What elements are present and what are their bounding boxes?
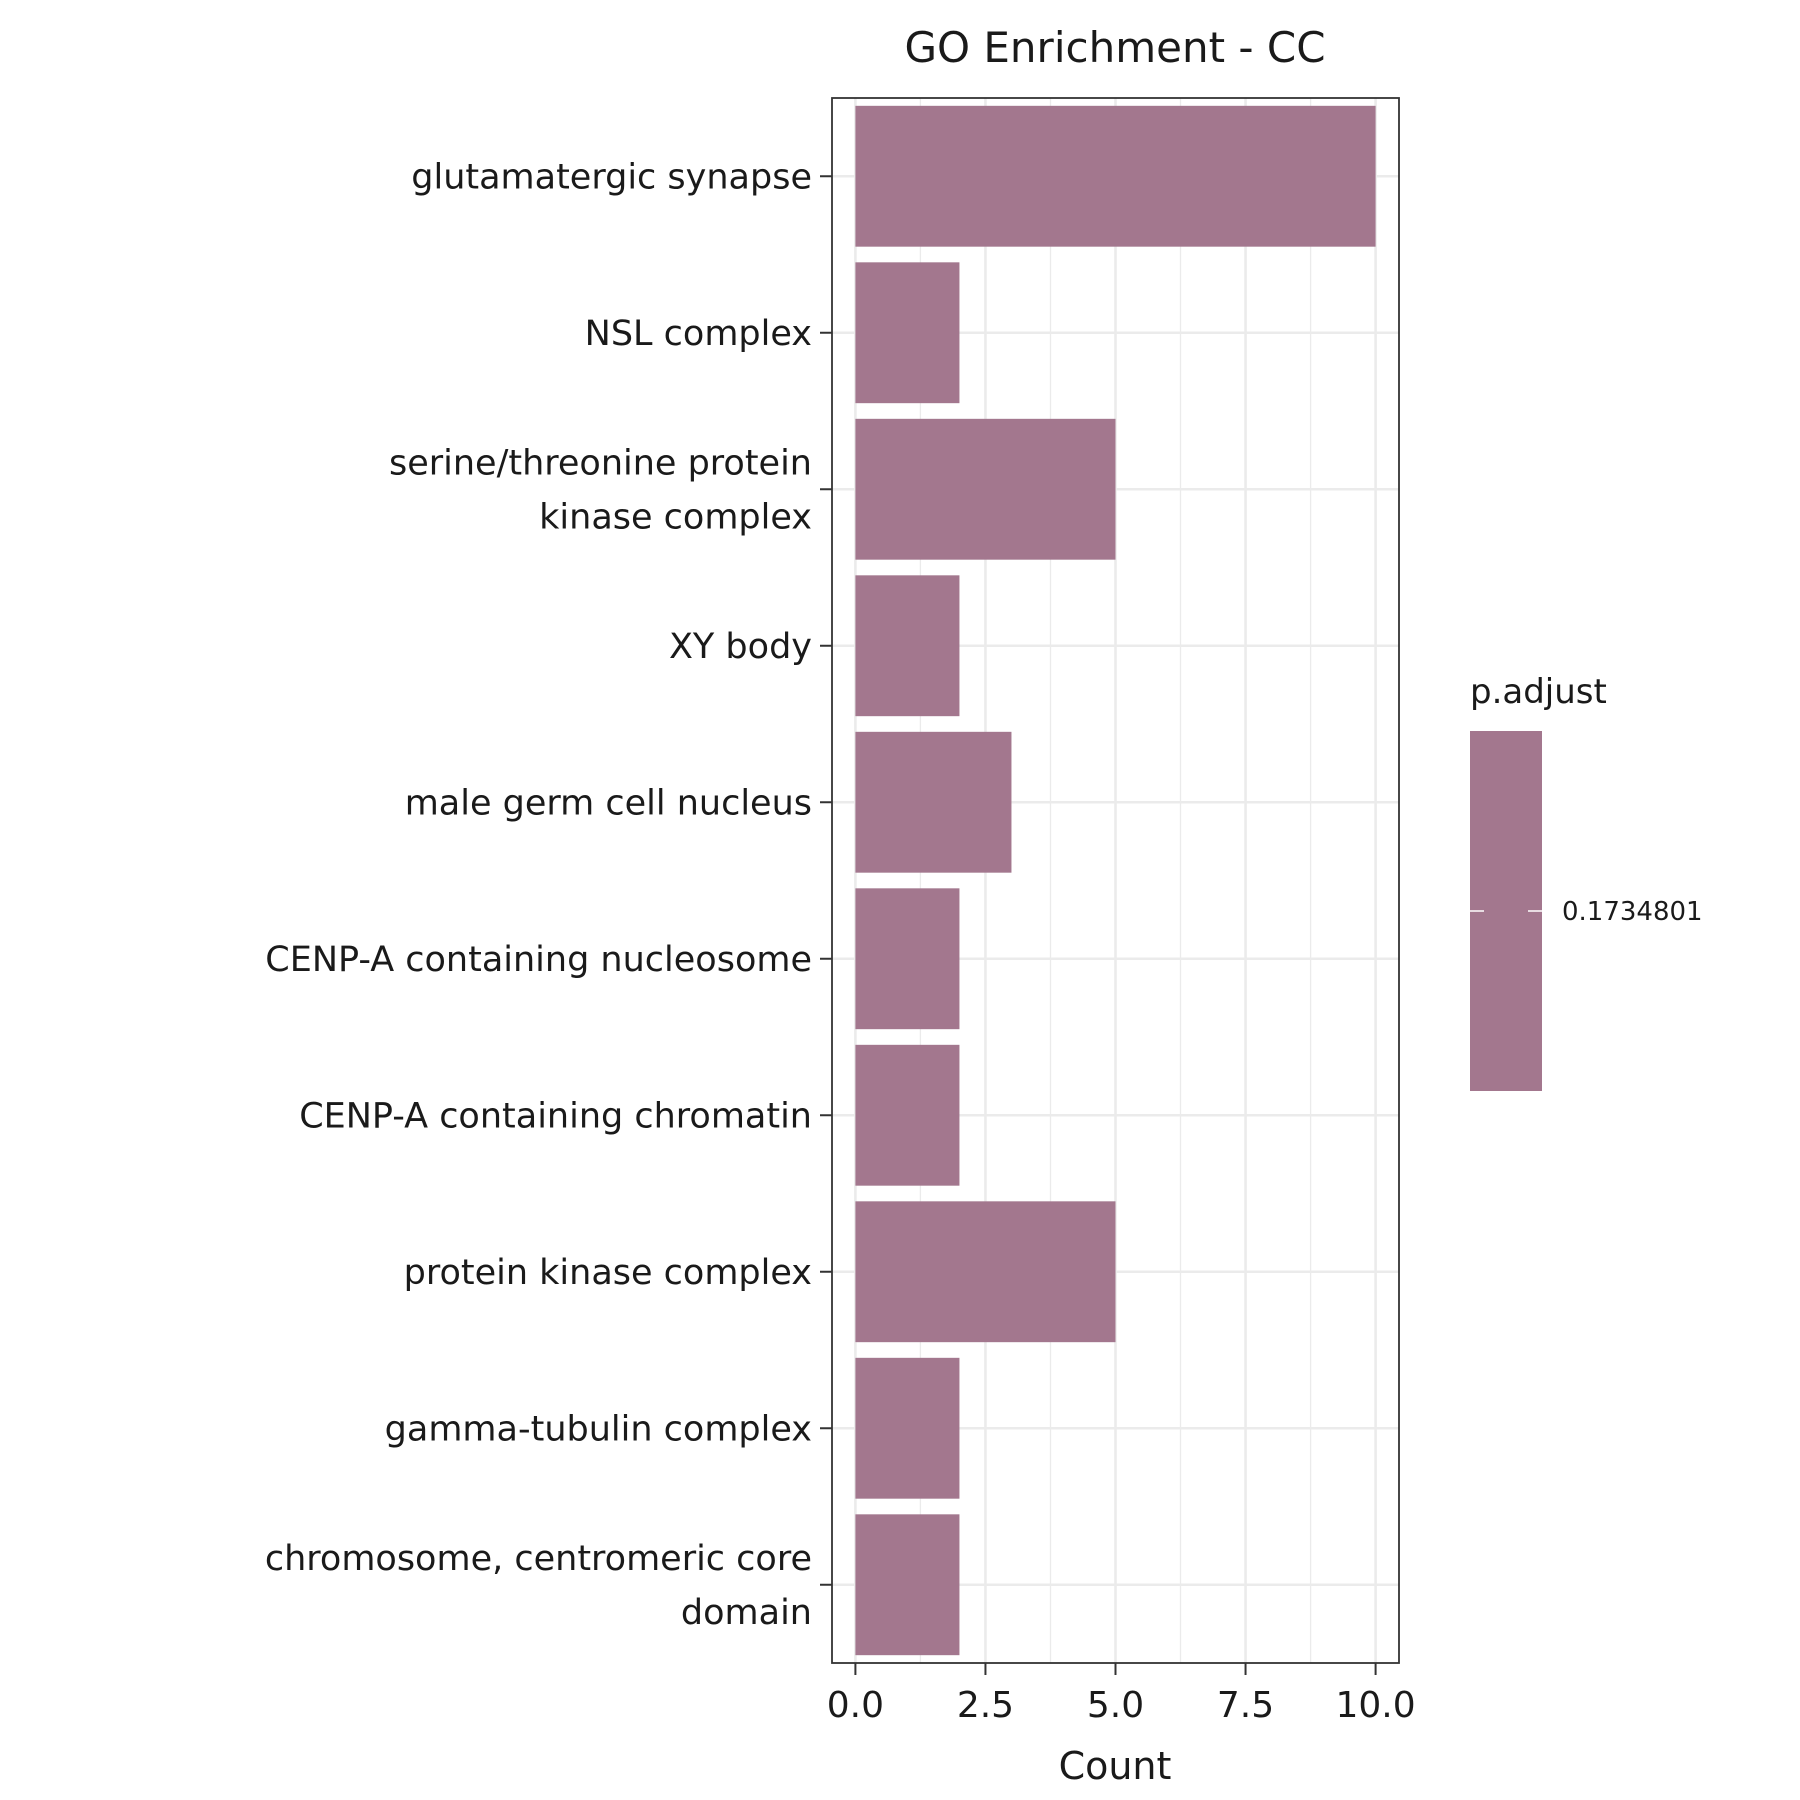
y-category-label: CENP-A containing nucleosome (265, 940, 812, 980)
legend-value-label: 0.1734801 (1562, 897, 1703, 927)
chart-title: GO Enrichment - CC (904, 23, 1325, 72)
y-category-label: XY body (669, 627, 812, 667)
x-tick-label: 2.5 (957, 1685, 1014, 1726)
bar (855, 1514, 960, 1656)
bar (855, 575, 960, 717)
y-category-label: serine/threonine protein (389, 443, 812, 483)
bar (855, 1357, 960, 1499)
y-category-label: glutamatergic synapse (411, 157, 812, 197)
bar (855, 262, 960, 404)
y-category-label: male germ cell nucleus (405, 783, 812, 823)
y-category-label: gamma-tubulin complex (385, 1409, 812, 1449)
x-tick-label: 7.5 (1217, 1685, 1274, 1726)
plot-panel (831, 97, 1400, 1664)
legend: p.adjust 0.1734801 (1470, 672, 1703, 1091)
bar (855, 888, 960, 1030)
y-category-label: protein kinase complex (404, 1253, 812, 1293)
y-category-label: kinase complex (539, 497, 812, 537)
bars (855, 105, 1376, 1656)
y-axis-category-labels: glutamatergic synapse NSL complex serine/t… (265, 157, 832, 1633)
y-category-label: domain (681, 1593, 812, 1633)
bar (855, 418, 1116, 560)
x-tick-label: 10.0 (1336, 1685, 1416, 1726)
bar (855, 1201, 1116, 1343)
x-tick-label: 5.0 (1087, 1685, 1144, 1726)
bar (855, 105, 1376, 247)
x-axis-title: Count (1059, 1744, 1172, 1788)
legend-title: p.adjust (1470, 672, 1607, 712)
bar (855, 731, 1012, 873)
y-category-label: NSL complex (585, 314, 812, 354)
y-category-label: CENP-A containing chromatin (299, 1096, 812, 1136)
bar (855, 1044, 960, 1186)
x-axis-ticks: 0.0 2.5 5.0 7.5 10.0 (827, 1663, 1416, 1726)
x-tick-label: 0.0 (827, 1685, 884, 1726)
y-category-label: chromosome, centromeric core (265, 1539, 812, 1579)
